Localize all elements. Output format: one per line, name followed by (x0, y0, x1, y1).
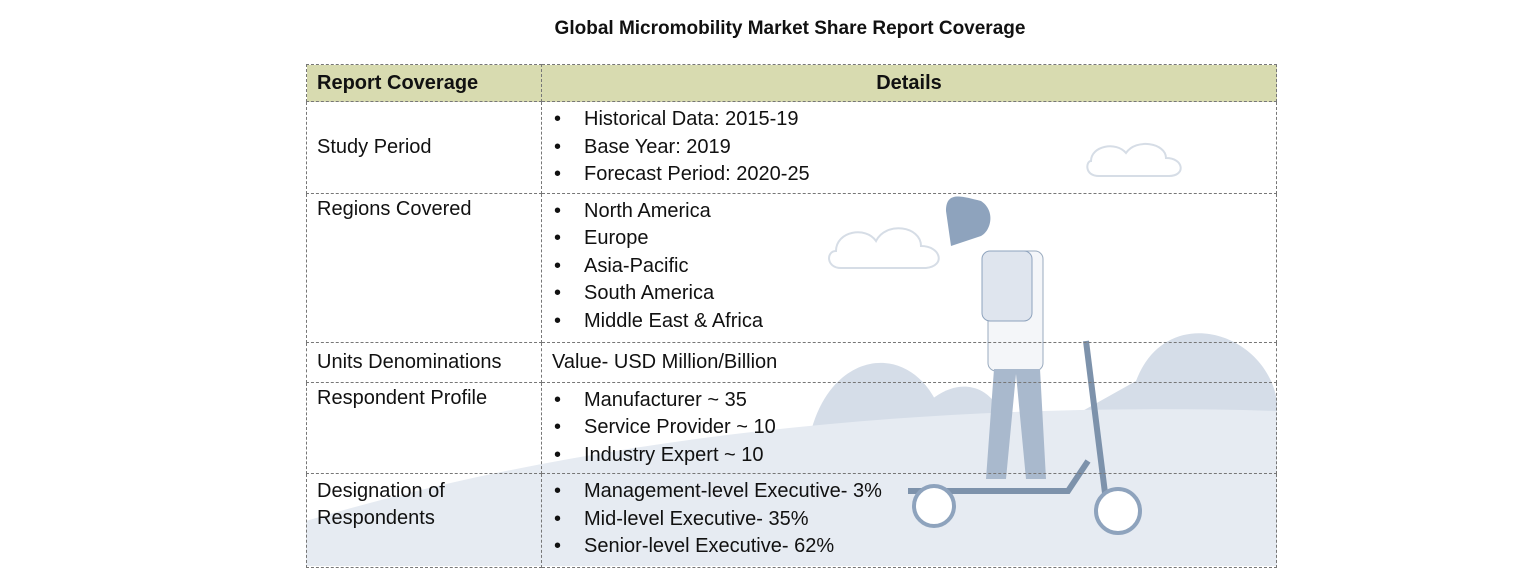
page-title: Global Micromobility Market Share Report… (554, 18, 1026, 39)
table-row: Regions Covered North America Europe Asi… (306, 192, 1277, 343)
row-details: Historical Data: 2015-19 Base Year: 2019… (541, 101, 1277, 194)
header-details: Details (541, 64, 1277, 102)
list-item: Asia-Pacific (552, 253, 1266, 281)
list-item: South America (552, 280, 1266, 308)
list-item: Forecast Period: 2020-25 (552, 161, 1266, 189)
row-label: Regions Covered (306, 192, 542, 343)
list-item: Service Provider ~ 10 (552, 414, 1266, 442)
row-label: Units Denominations (306, 341, 542, 383)
list-item: Senior-level Executive- 62% (552, 533, 1266, 561)
list-item: Management-level Executive- 3% (552, 478, 1266, 506)
row-label: Respondent Profile (306, 381, 542, 474)
report-coverage-table: Report Coverage Details Study Period His… (306, 64, 1277, 568)
list-item: Europe (552, 225, 1266, 253)
list-item: North America (552, 198, 1266, 226)
header-report-coverage: Report Coverage (306, 64, 542, 102)
row-details: North America Europe Asia-Pacific South … (541, 192, 1277, 343)
row-label: Study Period (306, 101, 542, 194)
list-item: Industry Expert ~ 10 (552, 442, 1266, 470)
row-label: Designation of Respondents (306, 473, 542, 568)
list-item: Manufacturer ~ 35 (552, 387, 1266, 415)
row-details: Management-level Executive- 3% Mid-level… (541, 473, 1277, 568)
table-row: Units Denominations Value- USD Million/B… (306, 341, 1277, 383)
row-details: Value- USD Million/Billion (541, 341, 1277, 383)
list-item: Mid-level Executive- 35% (552, 506, 1266, 534)
list-item: Historical Data: 2015-19 (552, 106, 1266, 134)
row-details: Manufacturer ~ 35 Service Provider ~ 10 … (541, 381, 1277, 474)
list-item: Middle East & Africa (552, 308, 1266, 336)
table-row: Study Period Historical Data: 2015-19 Ba… (306, 101, 1277, 194)
table-row: Designation of Respondents Management-le… (306, 473, 1277, 568)
table-header-row: Report Coverage Details (306, 64, 1277, 102)
table-row: Respondent Profile Manufacturer ~ 35 Ser… (306, 381, 1277, 474)
list-item: Base Year: 2019 (552, 134, 1266, 162)
